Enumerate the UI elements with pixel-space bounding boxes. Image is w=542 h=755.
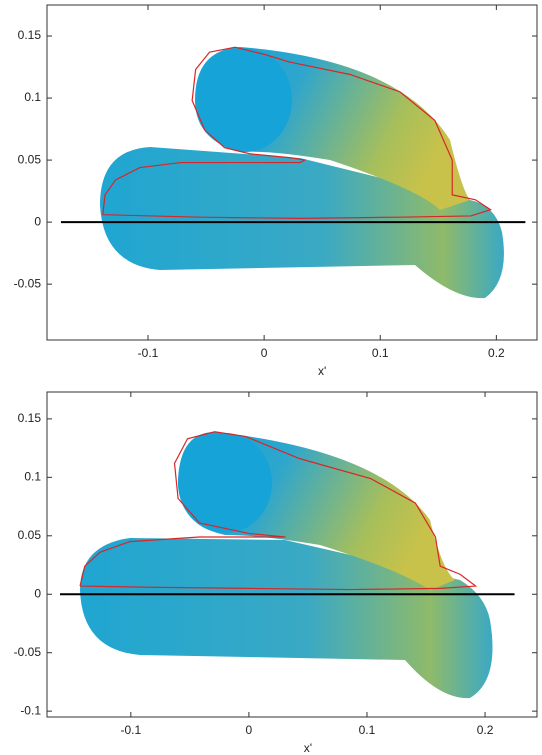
x-tick-label: -0.1	[120, 723, 141, 737]
y-tick-label: 0	[34, 586, 41, 600]
x-tick-label: -0.1	[138, 346, 159, 360]
x-axis-label: x'	[304, 741, 312, 755]
x-tick-label: 0	[246, 723, 253, 737]
series-line	[79, 431, 478, 591]
y-tick-label: 0.15	[18, 28, 42, 42]
x-axis-label: x'	[318, 364, 326, 378]
x-tick-label: 0.1	[372, 346, 389, 360]
surface	[100, 47, 504, 299]
axes-box	[46, 391, 538, 718]
y-tick-label: 0.1	[24, 90, 41, 104]
y-tick-label: -0.1	[20, 703, 41, 717]
y-tick-label: 0.05	[18, 528, 42, 542]
y-tick-label: 0	[34, 214, 41, 228]
x-tick-label: 0.2	[477, 723, 494, 737]
y-tick-label: 0.15	[18, 411, 42, 425]
axes-box	[46, 4, 538, 341]
surface	[80, 432, 493, 699]
y-tick-label: 0.05	[18, 152, 42, 166]
y-tick-label: -0.05	[14, 276, 42, 290]
x-tick-label: 0	[261, 346, 268, 360]
x-tick-label: 0.2	[488, 346, 505, 360]
y-tick-label: 0.1	[24, 470, 41, 484]
x-tick-label: 0.1	[359, 723, 376, 737]
y-tick-label: -0.05	[14, 645, 42, 659]
series-line	[102, 46, 492, 220]
